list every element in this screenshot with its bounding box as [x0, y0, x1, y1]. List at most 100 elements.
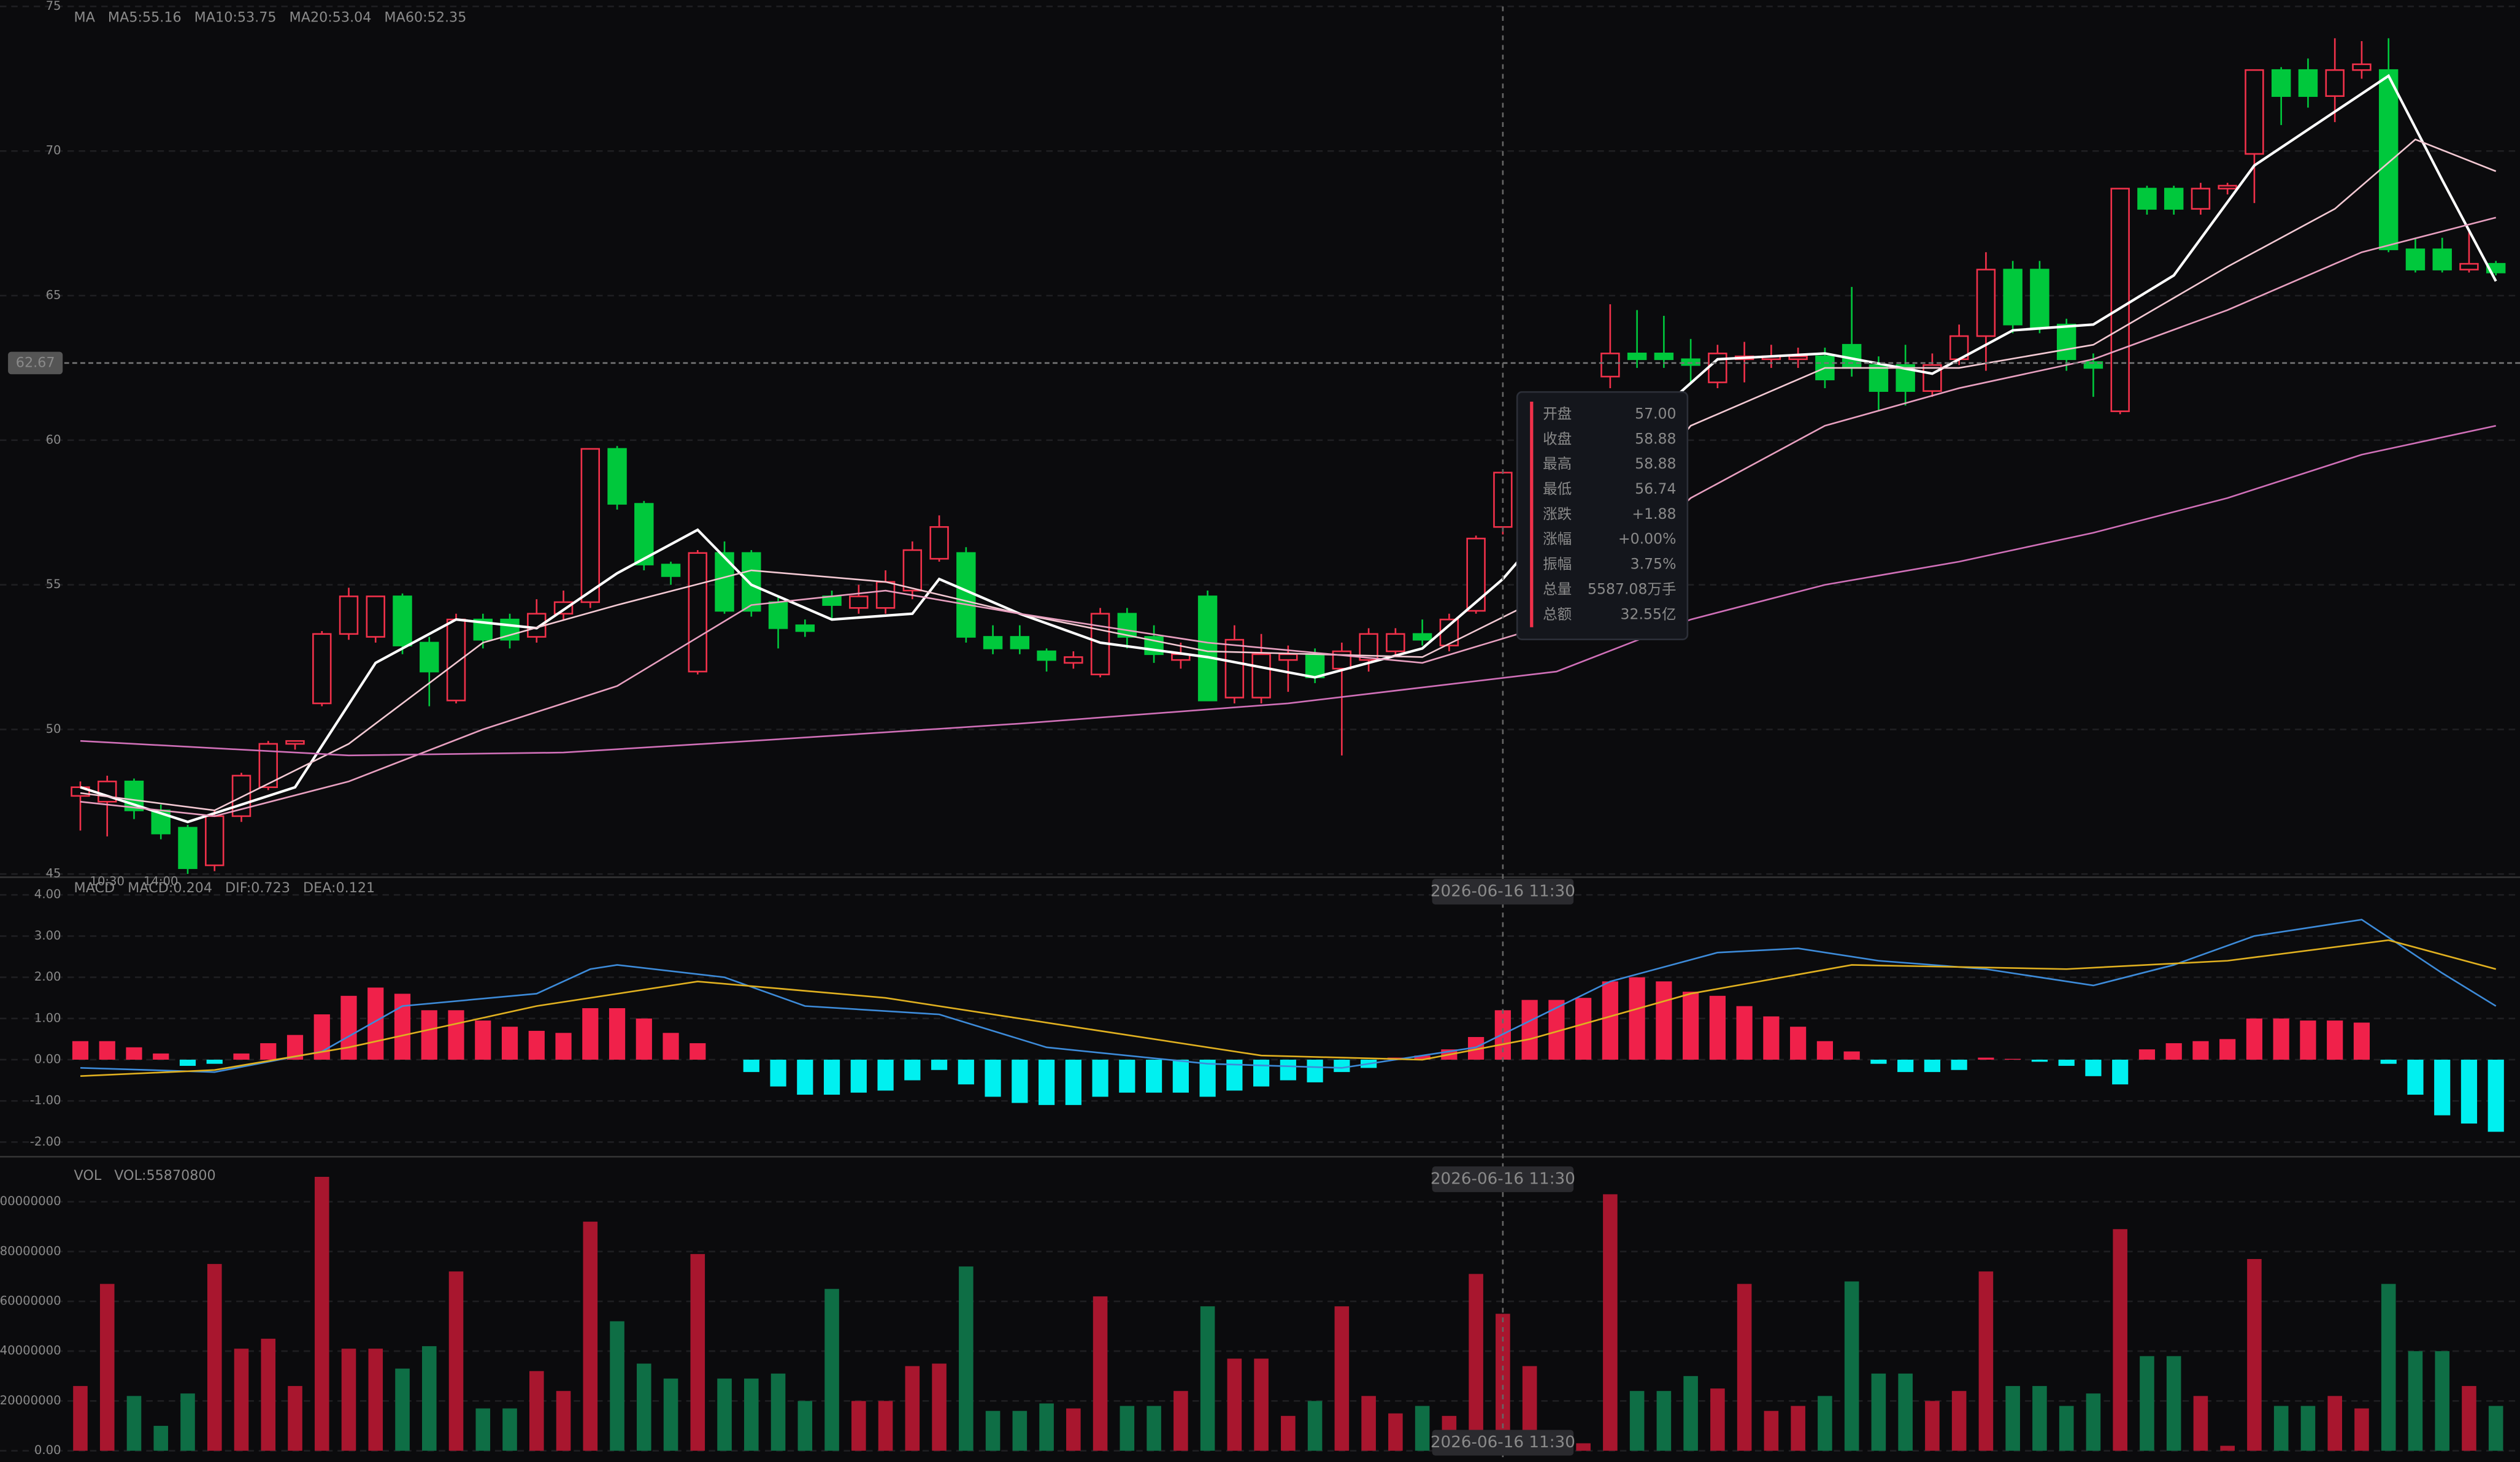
macd-bar	[421, 1010, 437, 1060]
indicator-line	[80, 74, 2497, 824]
candle-body	[285, 740, 305, 745]
volume-bar	[1683, 1376, 1698, 1451]
macd-bar	[1092, 1059, 1108, 1097]
volume-bar	[610, 1321, 624, 1451]
macd-bar	[1038, 1059, 1055, 1105]
candle-body	[2083, 361, 2103, 369]
legend-title: MA	[74, 9, 96, 25]
volume-bar	[448, 1271, 464, 1451]
macd-bar	[1629, 977, 1645, 1060]
macd-bar	[2327, 1020, 2343, 1060]
candle-body	[768, 601, 788, 629]
macd-bar	[850, 1059, 867, 1093]
candle-body	[2218, 185, 2237, 189]
legend-entry: MA60:52.35	[384, 9, 466, 25]
tooltip-box	[1516, 391, 1689, 640]
volume-bar	[2462, 1386, 2476, 1451]
candle-body	[1224, 638, 1245, 698]
candle-body	[446, 618, 466, 702]
macd-bar	[2138, 1049, 2156, 1060]
volume-bar	[1254, 1358, 1269, 1451]
tooltip-value: 58.88	[1635, 430, 1676, 447]
macd-bar	[72, 1041, 89, 1060]
indicator-line	[80, 138, 2497, 811]
macd-bar	[1253, 1059, 1270, 1087]
volume-bar	[99, 1284, 115, 1451]
tooltip-label: 振幅	[1543, 556, 1572, 573]
tooltip-value: 32.55亿	[1621, 605, 1677, 622]
candle-body	[2030, 269, 2049, 329]
macd-bar	[690, 1043, 706, 1060]
macd-bar	[1897, 1059, 1914, 1073]
volume-bar	[851, 1401, 866, 1451]
volume-bar	[1200, 1306, 1215, 1451]
volume-bar	[2166, 1356, 2181, 1451]
volume-bar	[1603, 1194, 1618, 1451]
volume-bar	[2381, 1284, 2396, 1451]
volume-bar	[1334, 1306, 1350, 1451]
crosshair-label: 2026-06-16 11:30	[1431, 1169, 1575, 1188]
volume-bar	[1388, 1413, 1403, 1451]
macd-bar	[1521, 1000, 1538, 1060]
candle-body	[2137, 188, 2157, 210]
candle-body	[2056, 323, 2076, 361]
macd-bar	[2192, 1041, 2209, 1060]
volume-bar	[1012, 1410, 1028, 1451]
candle-body	[312, 633, 332, 705]
candle-body	[1627, 353, 1647, 361]
macd-bar	[2246, 1018, 2263, 1060]
volume-bar	[1174, 1391, 1188, 1451]
volume-bar	[2140, 1356, 2154, 1451]
candle-body	[1788, 355, 1808, 361]
macd-bar	[636, 1018, 652, 1060]
macd-bar	[770, 1059, 786, 1087]
legend-entry: VOL:55870800	[114, 1168, 215, 1184]
volume-bar	[1925, 1401, 1940, 1451]
candle-body	[178, 827, 198, 870]
volume-bar	[1791, 1406, 1805, 1451]
tooltip-value: +0.00%	[1618, 530, 1677, 548]
volume-bar	[770, 1373, 786, 1451]
volume-bar	[2488, 1406, 2503, 1451]
candle-body	[339, 595, 359, 635]
tooltip-value: 3.75%	[1631, 556, 1677, 573]
volume-bar	[1656, 1391, 1672, 1451]
volume-bar	[1307, 1401, 1323, 1451]
macd-bar	[609, 1008, 626, 1060]
volume-bar	[314, 1176, 329, 1451]
legend-entry: DIF:0.723	[225, 880, 290, 896]
macd-bar	[663, 1033, 679, 1060]
candle-body	[2378, 69, 2399, 250]
y-tick-label: 0.00	[34, 1443, 61, 1457]
candle-body	[2245, 69, 2264, 155]
candle-body	[2164, 188, 2184, 210]
candle-body	[902, 549, 923, 592]
volume-bar	[261, 1338, 276, 1451]
macd-bar	[1280, 1059, 1296, 1081]
tooltip-label: 涨幅	[1543, 530, 1572, 548]
macd-bar	[1816, 1041, 1833, 1060]
macd-bar	[1924, 1059, 1941, 1073]
candle-body	[1090, 613, 1110, 676]
macd-bar	[528, 1030, 545, 1060]
indicator-line	[80, 939, 2497, 1077]
volume-bar	[1576, 1443, 1591, 1451]
candle-body	[1466, 537, 1486, 612]
macd-bar	[1334, 1059, 1350, 1073]
volume-bar	[2273, 1406, 2289, 1451]
macd-bar	[2005, 1058, 2021, 1060]
x-tick-label: 14:00	[144, 875, 179, 889]
candle-body	[1251, 653, 1271, 698]
crosshair-label: 2026-06-16 11:30	[1431, 882, 1575, 900]
crosshair-label-box	[1432, 1429, 1574, 1456]
volume-bar	[73, 1386, 88, 1451]
volume-bar	[288, 1386, 302, 1451]
y-tick-label: -2.00	[30, 1135, 61, 1149]
macd-bar	[2085, 1059, 2102, 1076]
candle-body	[1869, 364, 1889, 392]
volume-bar	[180, 1393, 195, 1451]
candle-body	[420, 641, 439, 673]
macd-bar	[501, 1027, 518, 1060]
macd-bar	[555, 1033, 572, 1060]
macd-bar	[2380, 1059, 2397, 1064]
